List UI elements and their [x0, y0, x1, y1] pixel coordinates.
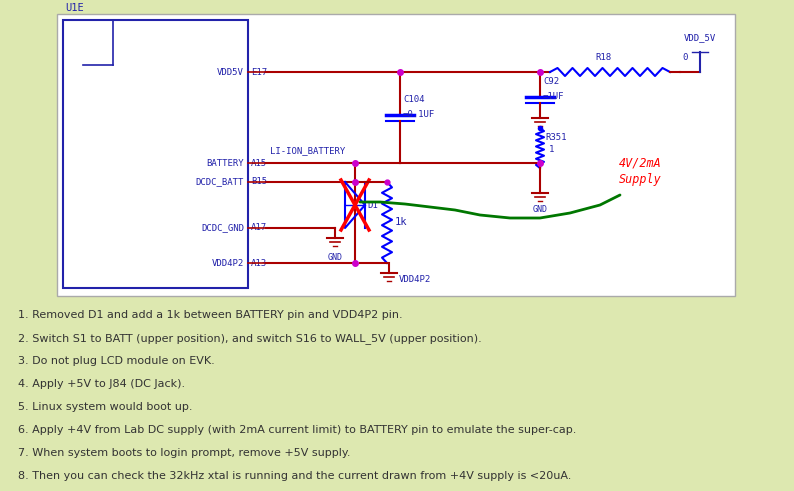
Text: 4. Apply +5V to J84 (DC Jack).: 4. Apply +5V to J84 (DC Jack). [18, 379, 185, 389]
Text: DCDC_BATT: DCDC_BATT [195, 178, 244, 187]
Text: VDD4P2: VDD4P2 [399, 275, 431, 284]
Text: GND: GND [533, 205, 548, 214]
Text: C104: C104 [403, 95, 425, 104]
Text: 1: 1 [549, 145, 554, 154]
Text: 1k: 1k [395, 217, 407, 227]
Text: VDD_5V: VDD_5V [684, 33, 716, 42]
Text: C92: C92 [543, 77, 559, 86]
Text: 6. Apply +4V from Lab DC supply (with 2mA current limit) to BATTERY pin to emula: 6. Apply +4V from Lab DC supply (with 2m… [18, 425, 576, 435]
Text: VDD5V: VDD5V [217, 67, 244, 77]
Text: 4V/2mA: 4V/2mA [619, 157, 661, 169]
Text: R351: R351 [545, 133, 566, 142]
Text: 0: 0 [682, 53, 688, 62]
Text: DCDC_GND: DCDC_GND [201, 223, 244, 233]
Text: Supply: Supply [619, 172, 661, 186]
Text: 2. Switch S1 to BATT (upper position), and switch S16 to WALL_5V (upper position: 2. Switch S1 to BATT (upper position), a… [18, 333, 482, 344]
Text: =1UF: =1UF [543, 91, 565, 101]
Text: 5. Linux system would boot up.: 5. Linux system would boot up. [18, 402, 192, 412]
Text: =0.1UF: =0.1UF [403, 109, 435, 118]
Text: E17: E17 [251, 67, 267, 77]
Text: A15: A15 [251, 159, 267, 167]
Text: BATTERY: BATTERY [206, 159, 244, 167]
Text: 1. Removed D1 and add a 1k between BATTERY pin and VDD4P2 pin.: 1. Removed D1 and add a 1k between BATTE… [18, 310, 403, 320]
Text: A13: A13 [251, 258, 267, 268]
Text: A17: A17 [251, 223, 267, 233]
Text: LI-ION_BATTERY: LI-ION_BATTERY [270, 146, 345, 155]
Text: R18: R18 [595, 53, 611, 62]
Text: 7. When system boots to login prompt, remove +5V supply.: 7. When system boots to login prompt, re… [18, 448, 350, 458]
Text: 3. Do not plug LCD module on EVK.: 3. Do not plug LCD module on EVK. [18, 356, 214, 366]
Text: D1: D1 [367, 200, 378, 210]
Text: GND: GND [327, 253, 342, 262]
Text: B15: B15 [251, 178, 267, 187]
Bar [63, 20, 248, 288]
Text: 8. Then you can check the 32kHz xtal is running and the current drawn from +4V s: 8. Then you can check the 32kHz xtal is … [18, 471, 572, 481]
Bar [57, 14, 735, 296]
Text: VDD4P2: VDD4P2 [212, 258, 244, 268]
Text: U1E: U1E [65, 3, 83, 13]
